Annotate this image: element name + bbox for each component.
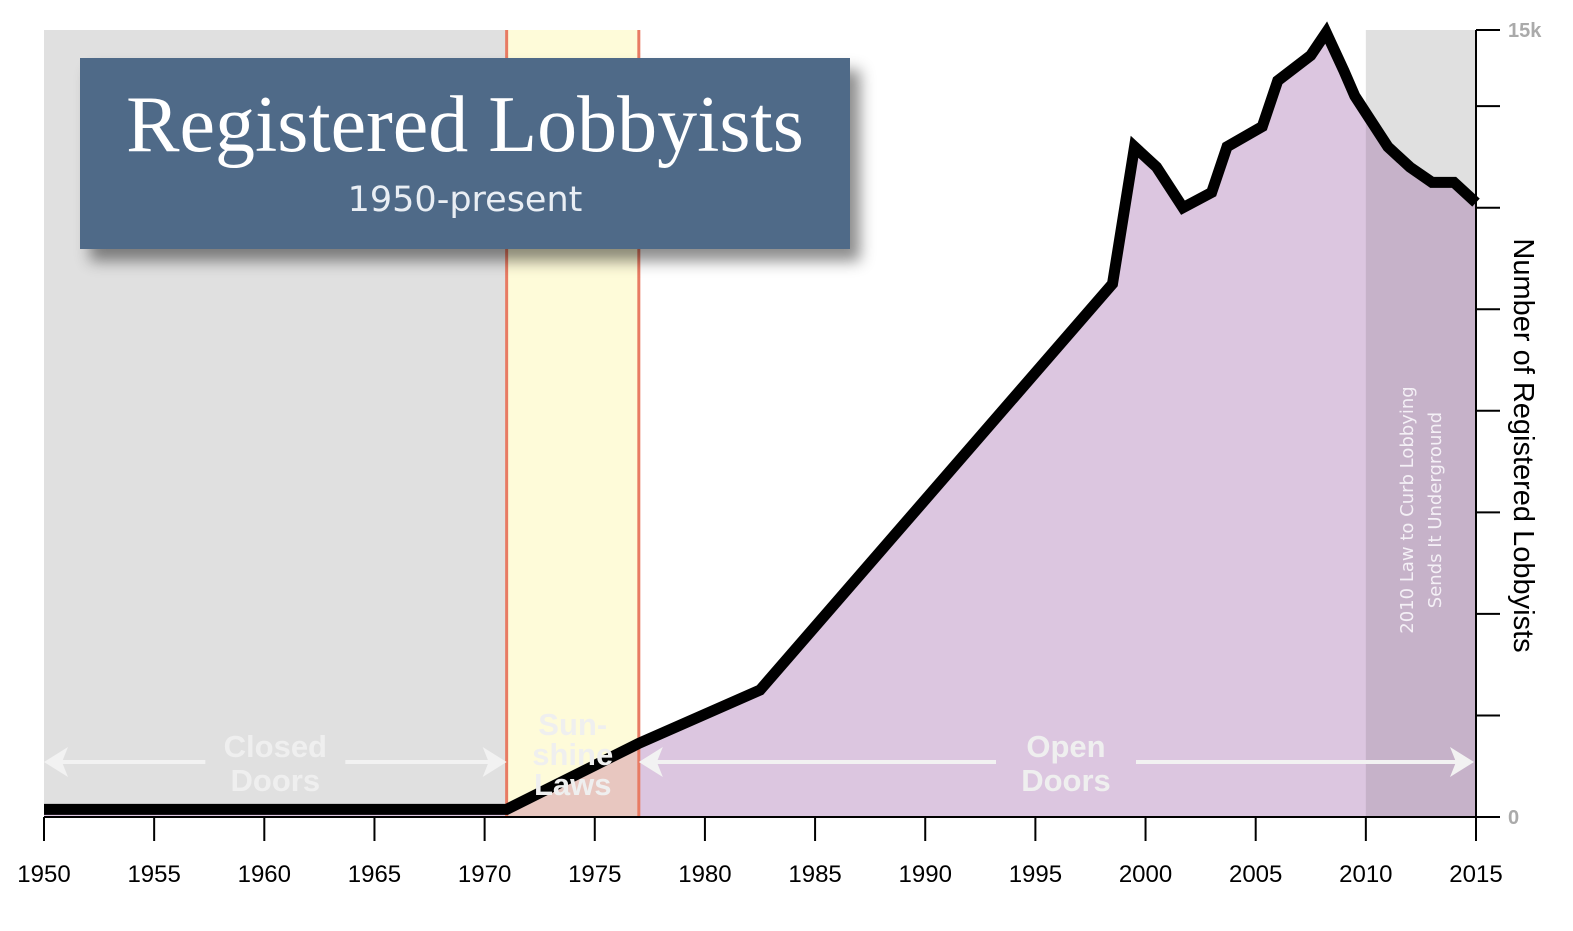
line-layer	[44, 21, 1480, 815]
area-layer	[44, 32, 1476, 818]
x-tick-label: 1990	[899, 861, 952, 888]
lobbyists-area	[44, 32, 1476, 818]
title-box: Registered Lobbyists 1950-present	[80, 58, 850, 249]
closed-doors-label: Doors	[231, 763, 321, 798]
x-tick-label: 2005	[1229, 861, 1282, 888]
closed-doors-left-head	[44, 747, 68, 777]
x-tick-label: 1985	[788, 861, 841, 888]
chart-title: Registered Lobbyists	[126, 81, 804, 169]
x-tick-label: 1960	[238, 861, 291, 888]
closed-doors-right-head	[482, 747, 507, 777]
closed-doors-label: Closed	[224, 729, 327, 764]
open-doors-left-head	[638, 747, 663, 777]
underground-note: 2010 Law to Curb Lobbying	[1397, 386, 1418, 633]
x-tick-label: 2000	[1119, 861, 1172, 888]
y-axis-title: Number of Registered Lobbyists	[1507, 238, 1539, 652]
chart-subtitle: 1950-present	[347, 180, 583, 220]
x-tick-label: 1995	[1009, 861, 1062, 888]
axes: 1950 1955 1960 1965 1970 1975 1980 1985 1990 1995…	[17, 20, 1542, 888]
x-tick-label: 1965	[348, 861, 401, 888]
open-doors-right-head	[1450, 747, 1474, 777]
x-tick-label: 2010	[1339, 861, 1392, 888]
sunshine-laws-label: shine	[532, 737, 613, 772]
sunshine-laws-label: Laws	[534, 767, 612, 802]
x-tick-label: 2015	[1449, 861, 1502, 888]
x-tick-label: 1950	[17, 861, 70, 888]
underground-note: Sends It Underground	[1425, 412, 1446, 608]
x-tick-label: 1975	[568, 861, 621, 888]
open-doors-label: Open	[1026, 729, 1105, 764]
sunshine-laws-label: Sun-	[538, 707, 607, 742]
lobbyists-line	[44, 21, 1480, 815]
x-tick-label: 1955	[127, 861, 180, 888]
x-tick-label: 1970	[458, 861, 511, 888]
y-tick-label: 0	[1508, 807, 1519, 829]
y-tick-label: 15k	[1508, 20, 1542, 42]
open-doors-label: Doors	[1021, 763, 1111, 798]
x-tick-label: 1980	[678, 861, 731, 888]
